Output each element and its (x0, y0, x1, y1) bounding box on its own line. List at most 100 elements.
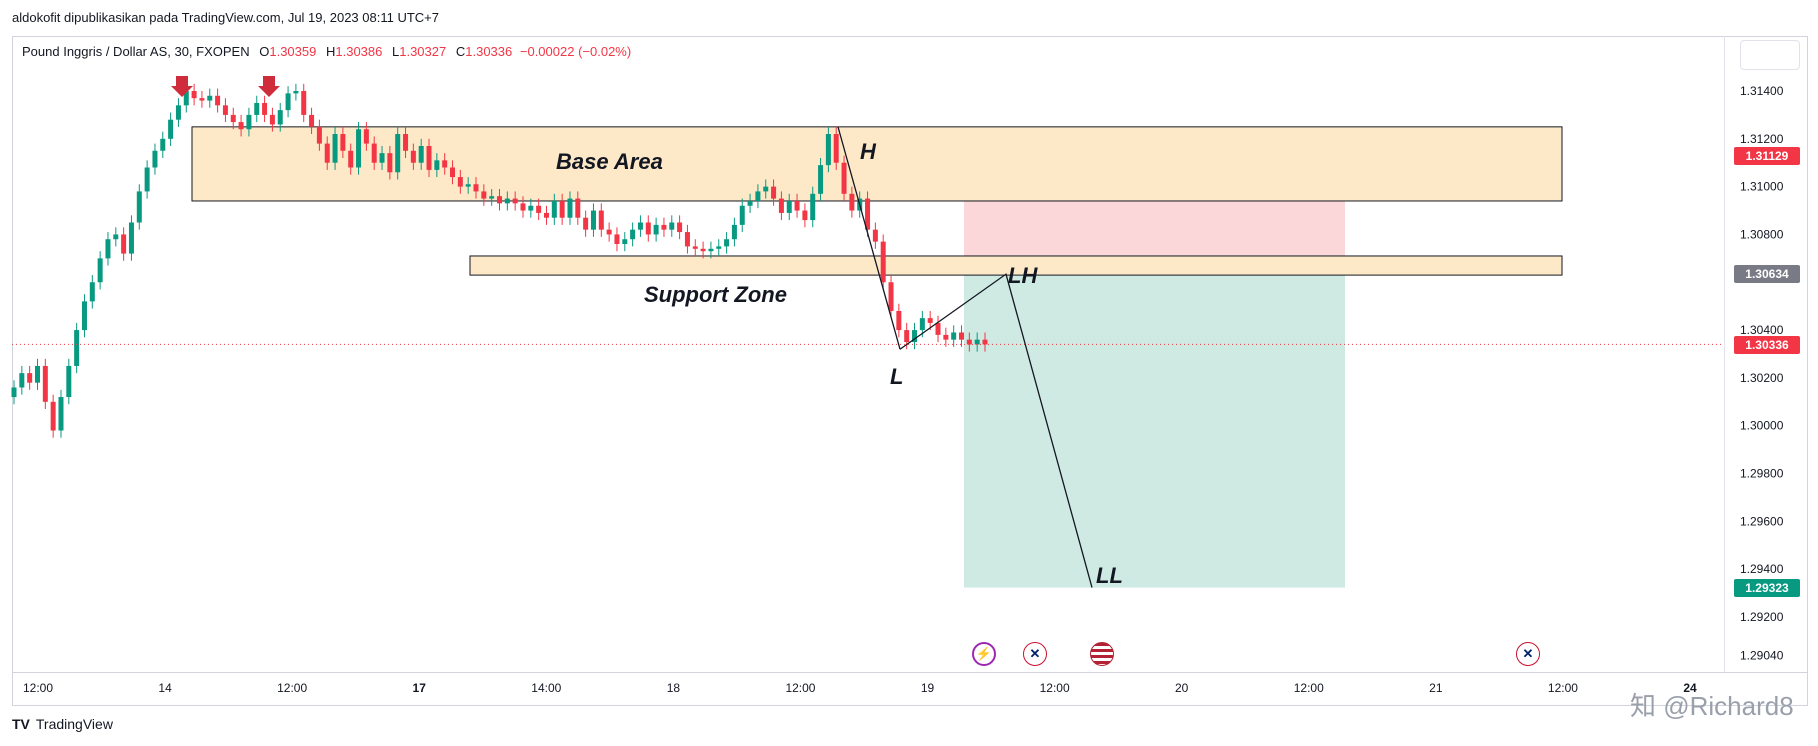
candle-body (285, 93, 291, 111)
candle-body (935, 322, 941, 335)
open-value: 1.30359 (269, 44, 317, 59)
candle-body (371, 143, 377, 163)
candle-body (497, 196, 502, 204)
candle-body (50, 401, 56, 431)
y-tick-label: 1.29600 (1740, 514, 1784, 528)
zone-box (191, 126, 1563, 202)
price-scale-button[interactable] (1740, 40, 1800, 70)
candle-body (653, 224, 659, 235)
candle-body (606, 229, 612, 235)
candle-body (89, 282, 95, 302)
x-tick-label: 18 (667, 681, 681, 695)
candle-body (810, 193, 816, 221)
candle-body (113, 234, 119, 240)
candle-body (661, 224, 667, 230)
us-flag-icon[interactable] (1090, 642, 1114, 666)
high-label: H (325, 44, 336, 59)
open-label: O (259, 44, 270, 59)
x-tick-label: 24 (1683, 681, 1697, 695)
candle-body (520, 203, 526, 211)
candle-body (872, 229, 878, 242)
candle-body (426, 145, 432, 170)
candle-body (183, 90, 189, 106)
candle-body (692, 246, 698, 249)
candle-body (700, 248, 706, 252)
low-value: 1.30327 (399, 44, 447, 59)
candle-body (849, 193, 855, 211)
candle-body (786, 200, 792, 213)
price-tag: 1.31129 (1734, 146, 1800, 165)
candle-body (262, 102, 268, 115)
candle-body (630, 229, 636, 240)
x-tick-label: 14 (158, 681, 172, 695)
candle-body (128, 222, 134, 254)
candle-body (395, 134, 401, 173)
candle-body (144, 167, 150, 192)
candle-body (332, 134, 338, 163)
candle-body (559, 200, 565, 218)
candle-body (755, 191, 761, 201)
close-label: C (455, 44, 466, 59)
candle-body (551, 200, 557, 218)
y-tick-label: 1.29400 (1740, 562, 1784, 576)
y-tick-label: 1.29040 (1740, 648, 1784, 662)
candle-body (614, 234, 620, 245)
candle-body (42, 365, 48, 402)
candle-body (543, 212, 549, 218)
candle-body (536, 205, 542, 213)
candle-body (356, 129, 362, 168)
candle-body (825, 134, 831, 166)
candle-body (450, 167, 456, 178)
logo-mark: TV (12, 716, 30, 732)
candle-body (919, 318, 925, 331)
candle-body (504, 198, 510, 204)
candle-body (927, 318, 933, 323)
chart-frame (12, 36, 1808, 706)
candle-body (904, 330, 910, 343)
candle-body (309, 114, 315, 127)
candle-body (833, 134, 839, 163)
time-axis-divider (12, 672, 1808, 673)
swing-label-lh: LH (1008, 263, 1038, 288)
candle-body (105, 239, 111, 259)
candle-body (763, 186, 769, 192)
symbol-name: Pound Inggris / Dollar AS, 30, FXOPEN (22, 44, 250, 59)
candle-body (575, 198, 581, 218)
flash-icon[interactable]: ⚡ (972, 642, 996, 666)
candle-body (943, 334, 949, 340)
candle-body (896, 310, 902, 331)
watermark: 知 @Richard8 (1630, 691, 1794, 721)
candle-body (152, 150, 158, 168)
candle-body (637, 222, 643, 230)
tradingview-logo[interactable]: TV TradingView (12, 716, 113, 732)
candle-body (324, 143, 330, 163)
candle-body (340, 134, 346, 151)
swing-label-l: L (890, 364, 903, 389)
swing-label-ll: LL (1096, 563, 1123, 588)
x-tick-label: 12:00 (1040, 681, 1070, 695)
candle-body (136, 191, 142, 223)
x-tick-label: 12:00 (23, 681, 53, 695)
projection-path (899, 273, 1093, 588)
change-value: −0.00022 (−0.02%) (519, 44, 632, 59)
candle-body (379, 153, 385, 163)
candle-body (966, 339, 972, 345)
candle-body (121, 234, 127, 254)
uk-flag-icon[interactable]: ✕ (1516, 642, 1540, 666)
candle-body (528, 205, 534, 211)
y-tick-label: 1.29800 (1740, 467, 1784, 481)
candle-body (684, 232, 690, 247)
candle-body (246, 114, 252, 130)
uk-flag-icon[interactable]: ✕ (1023, 642, 1047, 666)
price-tag: 1.30634 (1734, 265, 1800, 284)
candle-body (168, 119, 174, 139)
candle-body (27, 373, 33, 383)
candle-body (794, 200, 800, 211)
candle-body (207, 95, 213, 101)
candle-body (677, 222, 683, 233)
high-value: 1.30386 (335, 44, 383, 59)
candle-body (301, 90, 307, 115)
candle-body (818, 165, 824, 194)
low-label: L (392, 44, 400, 59)
